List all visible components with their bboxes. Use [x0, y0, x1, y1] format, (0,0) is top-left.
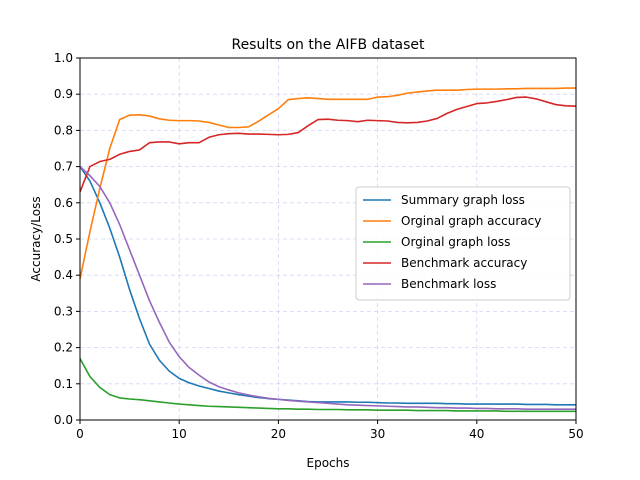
y-tick-label: 0.5 — [54, 232, 73, 246]
series-line-summary-graph-loss — [79, 166, 576, 406]
x-tick-label: 50 — [568, 427, 583, 441]
x-tick-label: 10 — [172, 427, 187, 441]
y-tick-label: 0.9 — [54, 87, 73, 101]
legend-label: Summary graph loss — [401, 193, 525, 207]
x-tick-label: 20 — [271, 427, 286, 441]
legend-box — [355, 186, 571, 301]
y-tick-label: 0.2 — [54, 341, 73, 355]
y-tick-label: 0.3 — [54, 304, 73, 318]
legend-label: Orginal graph accuracy — [401, 214, 541, 228]
y-tick-label: 0.6 — [54, 196, 73, 210]
series-line-benchmark-loss — [79, 166, 576, 410]
x-axis: 0 10 20 30 40 50 — [76, 420, 584, 441]
series-line-orginal-graph-accuracy — [79, 87, 576, 279]
legend: Summary graph loss Orginal graph accuracy… — [355, 186, 571, 301]
y-tick-label: 0.7 — [54, 160, 73, 174]
x-axis-label: Epochs — [307, 456, 350, 470]
y-tick-label: 0.1 — [54, 377, 73, 391]
legend-label: Benchmark accuracy — [401, 256, 527, 270]
y-tick-label: 0.8 — [54, 123, 73, 137]
x-tick-label: 30 — [370, 427, 385, 441]
y-tick-label: 0.4 — [54, 268, 73, 282]
legend-label: Benchmark loss — [401, 277, 496, 291]
y-tick-label: 0.0 — [54, 413, 73, 427]
legend-label: Orginal graph loss — [401, 235, 510, 249]
y-tick-label: 1.0 — [54, 51, 73, 65]
series-line-orginal-graph-loss — [79, 358, 576, 413]
y-axis: 0.0 0.1 0.2 0.3 0.4 0.5 0.6 0.7 0.8 0.9 1.0 — [54, 51, 80, 427]
x-tick-label: 0 — [76, 427, 84, 441]
series-layer — [79, 87, 577, 413]
series-line-benchmark-accuracy — [79, 96, 577, 193]
y-axis-label: Accuracy/Loss — [29, 196, 43, 281]
x-tick-label: 40 — [469, 427, 484, 441]
chart-title: Results on the AIFB dataset — [231, 37, 425, 53]
